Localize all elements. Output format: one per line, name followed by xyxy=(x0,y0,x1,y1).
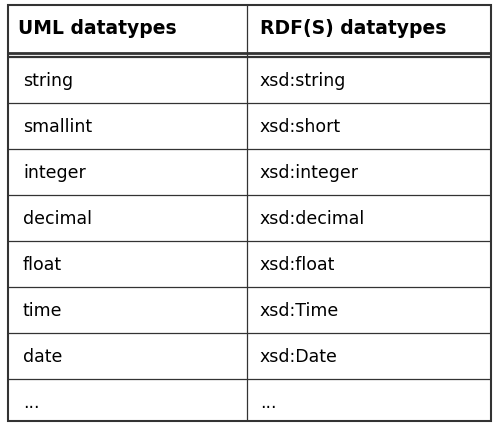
Text: date: date xyxy=(23,348,62,366)
Text: decimal: decimal xyxy=(23,210,92,228)
Text: xsd:decimal: xsd:decimal xyxy=(260,210,365,228)
Text: xsd:float: xsd:float xyxy=(260,256,335,274)
Text: RDF(S) datatypes: RDF(S) datatypes xyxy=(260,20,447,38)
Text: smallint: smallint xyxy=(23,118,92,136)
Text: float: float xyxy=(23,256,62,274)
Text: xsd:short: xsd:short xyxy=(260,118,341,136)
Text: xsd:Time: xsd:Time xyxy=(260,302,339,320)
Text: string: string xyxy=(23,72,73,90)
Text: xsd:Date: xsd:Date xyxy=(260,348,338,366)
Text: xsd:string: xsd:string xyxy=(260,72,346,90)
Text: ...: ... xyxy=(23,394,39,412)
Text: xsd:integer: xsd:integer xyxy=(260,164,359,182)
Text: UML datatypes: UML datatypes xyxy=(18,20,177,38)
Text: integer: integer xyxy=(23,164,86,182)
Text: ...: ... xyxy=(260,394,276,412)
Text: time: time xyxy=(23,302,62,320)
